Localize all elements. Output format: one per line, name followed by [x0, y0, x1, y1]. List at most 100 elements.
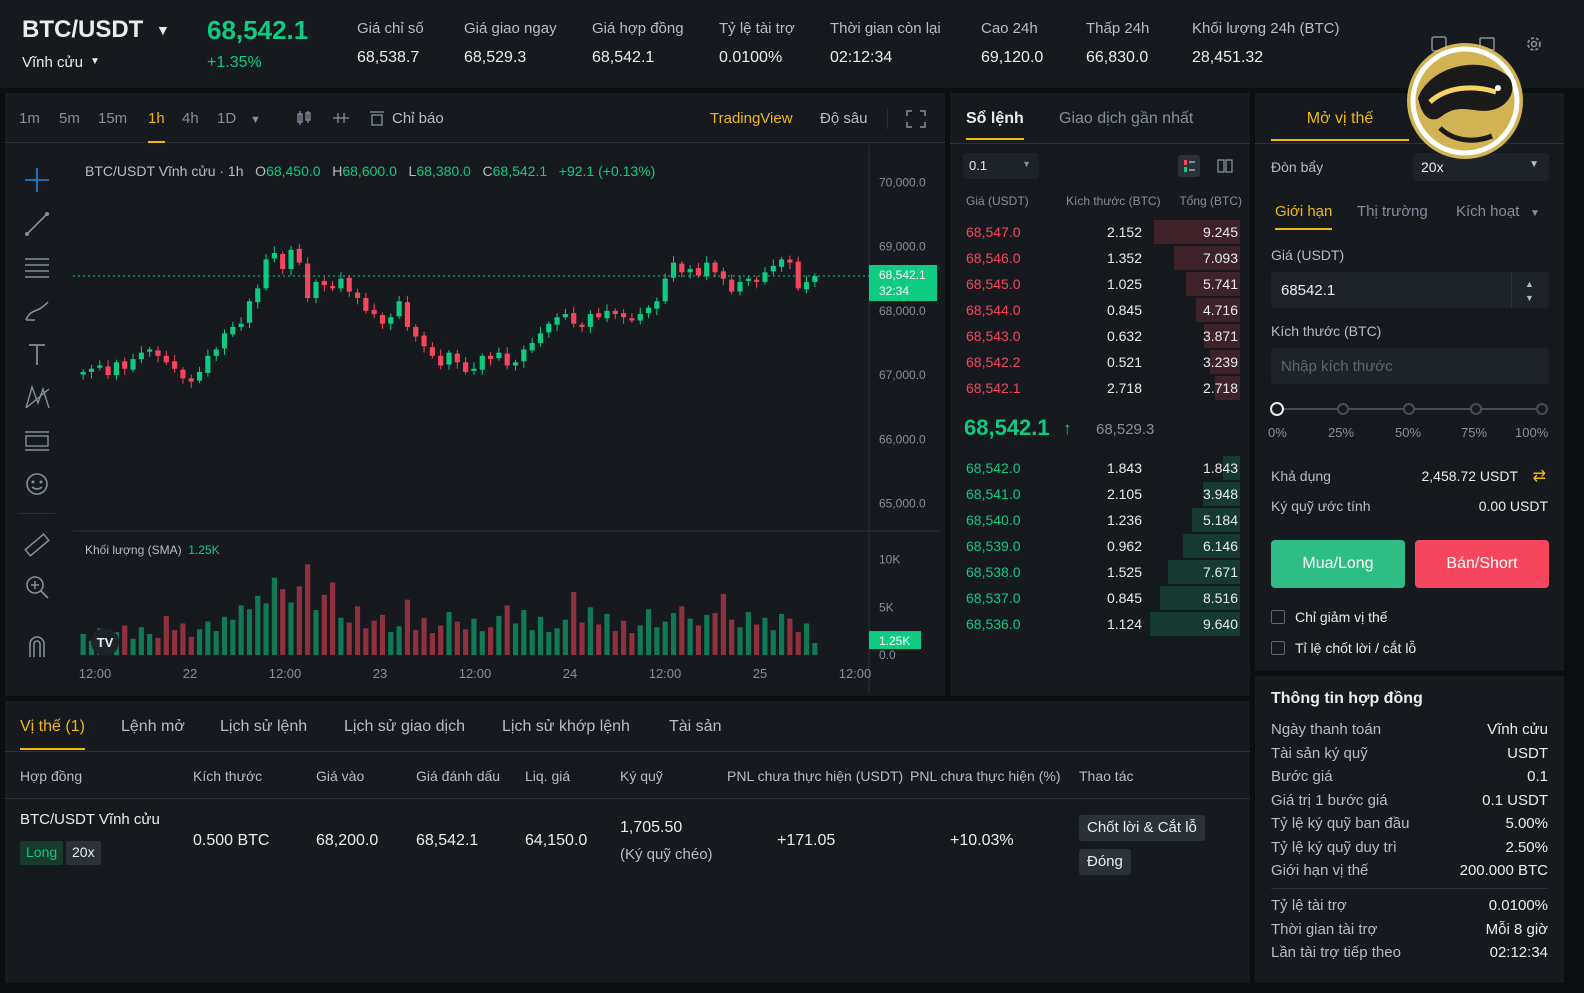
ask-row[interactable]: 68,542.2 0.521 3.239 [950, 349, 1250, 375]
slider-mark[interactable] [1337, 403, 1349, 415]
ask-row[interactable]: 68,542.1 2.718 2.718 [950, 375, 1250, 401]
fullscreen-icon[interactable] [906, 110, 926, 132]
size-input[interactable] [1271, 348, 1549, 384]
tab-positions[interactable]: Vị thế (1) [20, 718, 85, 750]
trendline-icon[interactable] [23, 210, 51, 238]
depth-bar [1192, 508, 1240, 532]
tab-open-position[interactable]: Mở vị thế [1271, 101, 1409, 141]
compare-icon[interactable] [332, 110, 350, 130]
tab-order-history[interactable]: Lịch sử lệnh [220, 718, 308, 735]
candle-body [629, 318, 635, 321]
ask-row[interactable]: 68,547.0 2.152 9.245 [950, 219, 1250, 245]
contract-type-selector[interactable]: Vĩnh cửu [22, 54, 83, 71]
book-view-both-icon[interactable] [1178, 155, 1200, 177]
arrow-up-icon: ↑ [1063, 419, 1072, 438]
view-tradingview[interactable]: TradingView [710, 110, 793, 127]
contract-info-row: Giá trị 1 bước giá 0.1 USDT [1271, 792, 1548, 814]
order-type-market[interactable]: Thị trường [1357, 203, 1428, 220]
indicators-icon[interactable] [370, 110, 384, 130]
ask-row[interactable]: 68,546.0 1.352 7.093 [950, 245, 1250, 271]
tab-open-orders[interactable]: Lệnh mở [121, 718, 185, 735]
slider-handle[interactable] [1270, 402, 1284, 416]
order-type-trigger[interactable]: Kích hoạt [1456, 203, 1520, 220]
magnet-icon[interactable] [23, 632, 51, 660]
buy-long-button[interactable]: Mua/Long [1271, 540, 1405, 588]
candle-type-icon[interactable] [295, 110, 313, 130]
brush-icon[interactable] [23, 296, 51, 324]
tab-assets[interactable]: Tài sản [669, 718, 722, 735]
candle-body [463, 362, 469, 372]
order-total: 3.871 [1202, 328, 1238, 344]
price-stepper[interactable]: ▲ ▼ [1511, 272, 1547, 308]
bid-row[interactable]: 68,541.0 2.105 3.948 [950, 481, 1250, 507]
size-slider[interactable] [1270, 402, 1548, 416]
timeframe-5m[interactable]: 5m [59, 110, 80, 127]
measure-icon[interactable] [23, 427, 51, 455]
tpsl-label: Tỉ lệ chốt lời / cắt lỗ [1295, 640, 1417, 656]
volume-bar [521, 610, 527, 655]
leverage-select[interactable]: 20x ▼ [1413, 153, 1549, 181]
tab-order-book[interactable]: Sổ lệnh [966, 110, 1024, 140]
slider-mark[interactable] [1536, 403, 1548, 415]
order-size: 0.632 [1106, 328, 1142, 344]
ask-row[interactable]: 68,544.0 0.845 4.716 [950, 297, 1250, 323]
volume-bar [546, 632, 552, 655]
order-size: 1.352 [1106, 250, 1142, 266]
position-contract[interactable]: BTC/USDT Vĩnh cửu [20, 811, 160, 828]
order-total: 7.671 [1202, 564, 1238, 580]
timeframe-4h[interactable]: 4h [182, 110, 199, 127]
book-view-split-icon[interactable] [1214, 155, 1236, 177]
volume-bar [579, 622, 585, 655]
fib-icon[interactable] [23, 253, 51, 281]
volume-bar [454, 621, 460, 655]
zoom-in-icon[interactable] [23, 573, 51, 601]
price-input[interactable] [1271, 272, 1549, 308]
bid-row[interactable]: 68,536.0 1.124 9.640 [950, 611, 1250, 637]
slider-mark[interactable] [1403, 403, 1415, 415]
slider-mark[interactable] [1470, 403, 1482, 415]
bid-row[interactable]: 68,540.0 1.236 5.184 [950, 507, 1250, 533]
ask-row[interactable]: 68,545.0 1.025 5.741 [950, 271, 1250, 297]
view-depth[interactable]: Độ sâu [820, 110, 868, 127]
emoji-icon[interactable] [23, 470, 51, 498]
precision-select[interactable]: 0.1 ▼ [963, 153, 1039, 179]
symbol-selector[interactable]: BTC/USDT [22, 16, 144, 43]
ask-row[interactable]: 68,543.0 0.632 3.871 [950, 323, 1250, 349]
timeframe-1m[interactable]: 1m [19, 110, 40, 127]
bid-row[interactable]: 68,539.0 0.962 6.146 [950, 533, 1250, 559]
transfer-icon[interactable]: ⇄ [1532, 468, 1546, 485]
settings-icon[interactable] [1523, 34, 1545, 56]
tab-fill-history[interactable]: Lịch sử khớp lệnh [502, 718, 630, 735]
chevron-down-icon[interactable]: ▼ [90, 56, 100, 67]
order-type-limit[interactable]: Giới hạn [1275, 203, 1333, 230]
close-position-button[interactable]: Đóng [1079, 849, 1131, 875]
text-icon[interactable] [23, 340, 51, 368]
bid-row[interactable]: 68,538.0 1.525 7.671 [950, 559, 1250, 585]
chevron-down-icon[interactable]: ▼ [1530, 208, 1540, 219]
indicators-button[interactable]: Chỉ báo [392, 110, 444, 127]
whale-logo-icon [1407, 43, 1523, 159]
timeframe-1h[interactable]: 1h [148, 110, 165, 143]
tab-recent-trades[interactable]: Giao dịch gần nhất [1059, 110, 1194, 127]
bid-row[interactable]: 68,537.0 0.845 8.516 [950, 585, 1250, 611]
pattern-icon[interactable] [23, 383, 51, 411]
order-total: 5.184 [1202, 512, 1238, 528]
timeframe-15m[interactable]: 15m [98, 110, 128, 127]
volume-bar [745, 612, 751, 655]
crosshair-icon[interactable] [23, 166, 51, 194]
chevron-down-icon[interactable]: ▼ [156, 22, 170, 38]
ruler-icon[interactable] [23, 531, 51, 559]
tab-trade-history[interactable]: Lịch sử giao dịch [344, 718, 465, 735]
price-chart[interactable]: 65,000.0 66,000.0 67,000.0 68,000.0 69,000.0… [73, 145, 941, 693]
reduce-only-checkbox[interactable] [1271, 610, 1285, 624]
chevron-down-icon[interactable]: ▼ [250, 114, 261, 126]
divider [1255, 143, 1564, 144]
stat-value: 68,538.7 [357, 49, 420, 66]
tpsl-button[interactable]: Chốt lời & Cắt lỗ [1079, 815, 1205, 841]
tpsl-checkbox[interactable] [1271, 641, 1285, 655]
info-value: 0.1 USDT [1482, 791, 1548, 809]
timeframe-1d[interactable]: 1D [217, 110, 237, 127]
contract-info-row: Tỷ lệ ký quỹ ban đầu 5.00% [1271, 815, 1548, 837]
sell-short-button[interactable]: Bán/Short [1415, 540, 1549, 588]
bid-row[interactable]: 68,542.0 1.843 1.843 [950, 455, 1250, 481]
